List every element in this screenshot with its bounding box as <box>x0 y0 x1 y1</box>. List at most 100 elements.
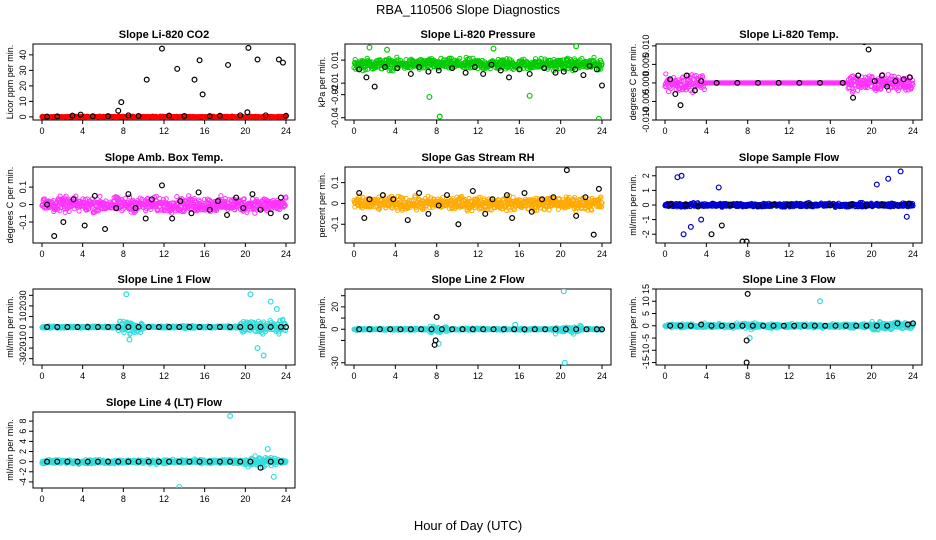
primary-point <box>276 331 282 337</box>
secondary-point <box>283 213 290 220</box>
points-layer <box>662 168 916 243</box>
secondary-point <box>118 99 125 106</box>
panel-title: Slope Amb. Box Temp. <box>105 152 224 164</box>
secondary-point <box>366 196 373 203</box>
secondary-point <box>143 76 150 83</box>
y-tick-label: -1 <box>641 216 651 224</box>
secondary-point <box>521 190 528 197</box>
primary-point <box>126 205 132 211</box>
primary-point <box>382 202 388 208</box>
secondary-point <box>216 112 223 119</box>
secondary-point <box>796 79 803 86</box>
secondary-point <box>816 79 823 86</box>
primary-point <box>282 321 288 327</box>
primary-point <box>271 321 277 327</box>
x-tick-label: 12 <box>473 126 483 136</box>
secondary-point <box>497 67 504 74</box>
x-tick-label: 20 <box>867 249 877 259</box>
secondary-point <box>196 57 203 64</box>
x-tick-label: 24 <box>281 249 291 259</box>
secondary-point <box>708 231 715 238</box>
primary-point <box>588 207 595 213</box>
secondary-point <box>482 210 489 217</box>
x-tick-label: 0 <box>351 126 356 136</box>
secondary-point <box>906 74 913 81</box>
y-tick-label: 0.000 <box>641 72 651 95</box>
x-tick-label: 4 <box>80 371 85 381</box>
outliers-point <box>126 336 133 343</box>
secondary-point <box>595 185 602 192</box>
x-tick-label: 4 <box>80 249 85 259</box>
secondary-point <box>404 217 411 224</box>
secondary-point <box>196 324 203 331</box>
primary-point <box>572 194 578 201</box>
primary-point <box>457 55 463 62</box>
secondary-point <box>199 91 206 98</box>
primary-point <box>120 206 126 212</box>
primary-point <box>97 193 103 199</box>
secondary-point <box>240 205 247 212</box>
secondary-point <box>177 198 184 205</box>
secondary-point <box>407 70 414 77</box>
secondary-point <box>361 215 368 222</box>
x-tick-label: 8 <box>434 371 439 381</box>
secondary-point <box>573 212 580 219</box>
secondary-point <box>132 205 139 212</box>
secondary-point <box>862 44 867 46</box>
y-axis-label: percent per min. <box>317 172 327 237</box>
primary-point <box>126 194 133 200</box>
panel-title: Slope Sample Flow <box>739 152 840 164</box>
secondary-point <box>449 65 456 72</box>
secondary-point <box>550 194 557 201</box>
secondary-point <box>227 324 234 331</box>
x-tick-label: 8 <box>121 126 126 136</box>
y-tick-label: -0.04 <box>330 107 340 128</box>
primary-point <box>181 208 187 214</box>
y-axis-label: Licor ppm per min. <box>5 45 15 120</box>
y-tick-label: 0 <box>330 327 340 332</box>
primary-point <box>389 205 396 211</box>
secondary-point <box>435 202 442 209</box>
secondary-point <box>54 113 61 120</box>
secondary-point <box>257 324 264 331</box>
secondary-point <box>125 324 132 331</box>
x-tick-label: 0 <box>351 371 356 381</box>
y-tick-label: 0 <box>641 202 651 207</box>
y-tick-label: -0.01 <box>330 73 340 94</box>
y-tick-label: 0 <box>18 202 28 207</box>
secondary-point <box>174 65 181 72</box>
secondary-point <box>206 206 213 213</box>
panel-title: Slope Li-820 Temp. <box>739 29 838 41</box>
secondary-point <box>135 112 142 119</box>
secondary-point <box>713 79 720 86</box>
secondary-point <box>249 191 256 198</box>
primary-point <box>191 195 197 202</box>
y-tick-label: -2 <box>641 230 651 238</box>
secondary-point <box>894 202 901 209</box>
points-layer <box>39 291 290 359</box>
secondary-point <box>847 201 854 208</box>
x-tick-label: 24 <box>908 249 918 259</box>
secondary-point <box>900 76 907 83</box>
secondary-point <box>195 189 202 196</box>
secondary-point <box>60 219 67 226</box>
primary-point <box>283 327 289 334</box>
secondary-point <box>77 111 84 118</box>
secondary-point <box>64 324 71 331</box>
secondary-point <box>135 324 142 331</box>
secondary-point <box>155 324 162 331</box>
y-tick-label: 20 <box>330 302 340 312</box>
secondary-point <box>206 113 213 120</box>
secondary-point <box>855 72 862 79</box>
outliers-point <box>573 44 580 50</box>
outliers-point <box>680 231 687 238</box>
secondary-point <box>593 66 600 73</box>
secondary-point <box>166 112 173 119</box>
y-tick-label: -30 <box>330 356 340 369</box>
secondary-point <box>695 203 702 210</box>
secondary-point <box>382 64 389 71</box>
secondary-point <box>267 210 274 217</box>
